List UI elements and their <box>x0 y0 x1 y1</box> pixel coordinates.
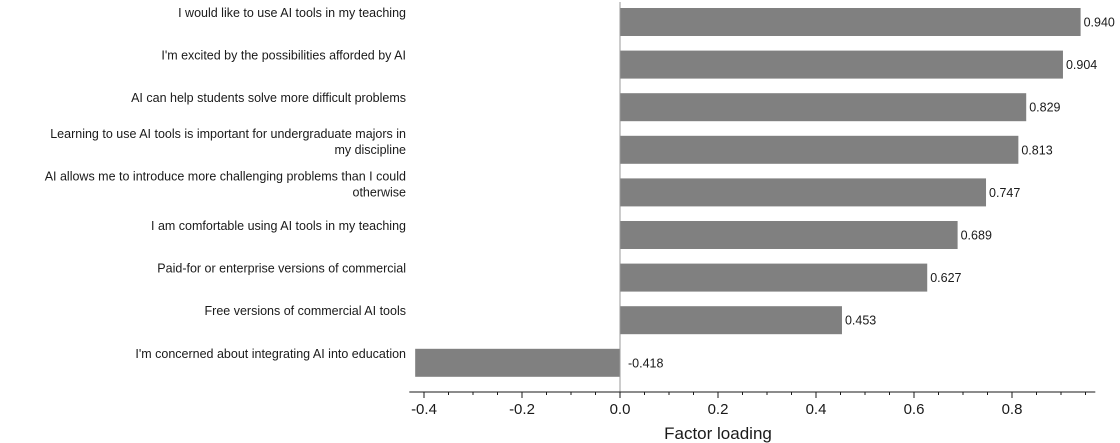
category-label-0: I would like to use AI tools in my teach… <box>178 6 406 20</box>
category-labels: I would like to use AI tools in my teach… <box>45 6 406 361</box>
x-axis-title: Factor loading <box>664 424 772 443</box>
bar-4 <box>620 178 987 207</box>
bar-1 <box>620 50 1063 79</box>
x-axis: -0.4 -0.2 0.0 0.2 0.4 0.6 0.8 <box>409 391 1096 418</box>
category-label-3-line-0: Learning to use AI tools is important fo… <box>50 127 406 141</box>
x-tick-label-2: 0.0 <box>610 401 631 418</box>
x-tick-label-0: -0.4 <box>411 401 437 418</box>
category-label-8: I'm concerned about integrating AI into … <box>135 347 406 361</box>
category-label-4-line-1: otherwise <box>353 185 407 199</box>
category-label-4-line-0: AI allows me to introduce more challengi… <box>45 169 406 183</box>
value-labels: 0.940 0.904 0.829 0.813 0.747 0.689 0.627 0.453… <box>628 16 1115 371</box>
x-tick-label-4: 0.4 <box>806 401 827 418</box>
category-label-5: I am comfortable using AI tools in my te… <box>151 219 406 233</box>
value-label-8: -0.418 <box>628 356 663 370</box>
bar-0 <box>620 8 1081 36</box>
value-label-5: 0.689 <box>961 229 992 243</box>
bar-6 <box>620 263 928 292</box>
value-label-0: 0.940 <box>1084 16 1115 30</box>
category-label-3-line-1: my discipline <box>334 143 406 157</box>
bar-5 <box>620 221 958 249</box>
category-label-2: AI can help students solve more difficul… <box>131 91 406 105</box>
bar-3 <box>620 135 1019 164</box>
category-label-7: Free versions of commercial AI tools <box>205 304 406 318</box>
bar-7 <box>620 306 842 335</box>
value-label-2: 0.829 <box>1029 101 1060 115</box>
category-label-6: Paid-for or enterprise versions of comme… <box>157 262 406 276</box>
x-tick-label-5: 0.6 <box>904 401 925 418</box>
value-label-4: 0.747 <box>989 186 1020 200</box>
value-label-7: 0.453 <box>845 314 876 328</box>
value-label-3: 0.813 <box>1021 143 1052 157</box>
bar-8 <box>415 348 620 377</box>
x-tick-label-3: 0.2 <box>708 401 729 418</box>
value-label-1: 0.904 <box>1066 58 1097 72</box>
bars-group <box>415 8 1081 377</box>
category-label-1: I'm excited by the possibilities afforde… <box>161 49 406 63</box>
x-tick-label-6: 0.8 <box>1002 401 1023 418</box>
value-label-6: 0.627 <box>930 271 961 285</box>
bar-2 <box>620 93 1027 122</box>
x-tick-label-1: -0.2 <box>509 401 535 418</box>
